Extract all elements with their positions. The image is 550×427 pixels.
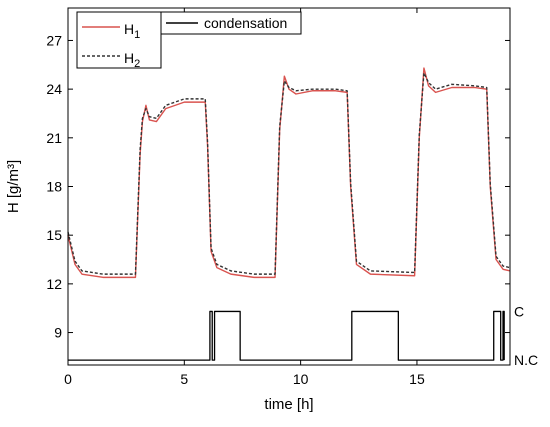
x-tick-label: 0 [64,371,72,387]
plot-series [67,67,511,361]
y-tick-label: 21 [46,130,62,146]
x-tick-label: 10 [293,371,309,387]
legend-box-h [76,11,162,69]
x-tick-label: 5 [180,371,188,387]
legend-label: condensation [204,15,287,31]
x-tick-label: 15 [409,371,425,387]
y-tick-label: 15 [46,227,62,243]
legend-box-condensation [160,11,302,35]
y-tick-label: 9 [54,325,62,341]
y-axis-label: H [g/m³] [5,160,22,213]
axis-ticks: 9 12 15 18 21 24 27 0 5 10 15 [46,8,510,387]
y-tick-label: 24 [46,81,62,97]
condensation-state-label-c: C [514,303,524,319]
condensation-state-label-nc: N.C [514,352,538,368]
series-line-h1 [67,67,511,279]
series-line-h2 [67,72,511,275]
y-tick-label: 12 [46,276,62,292]
legend-label: H1 [124,21,140,41]
chart-legend: H1 H2 condensation [76,11,302,70]
series-line-condensation [68,310,505,361]
x-axis-label: time [h] [264,396,313,413]
y-tick-label: 18 [46,179,62,195]
legend-label: H2 [124,50,140,70]
y-tick-label: 27 [46,32,62,48]
